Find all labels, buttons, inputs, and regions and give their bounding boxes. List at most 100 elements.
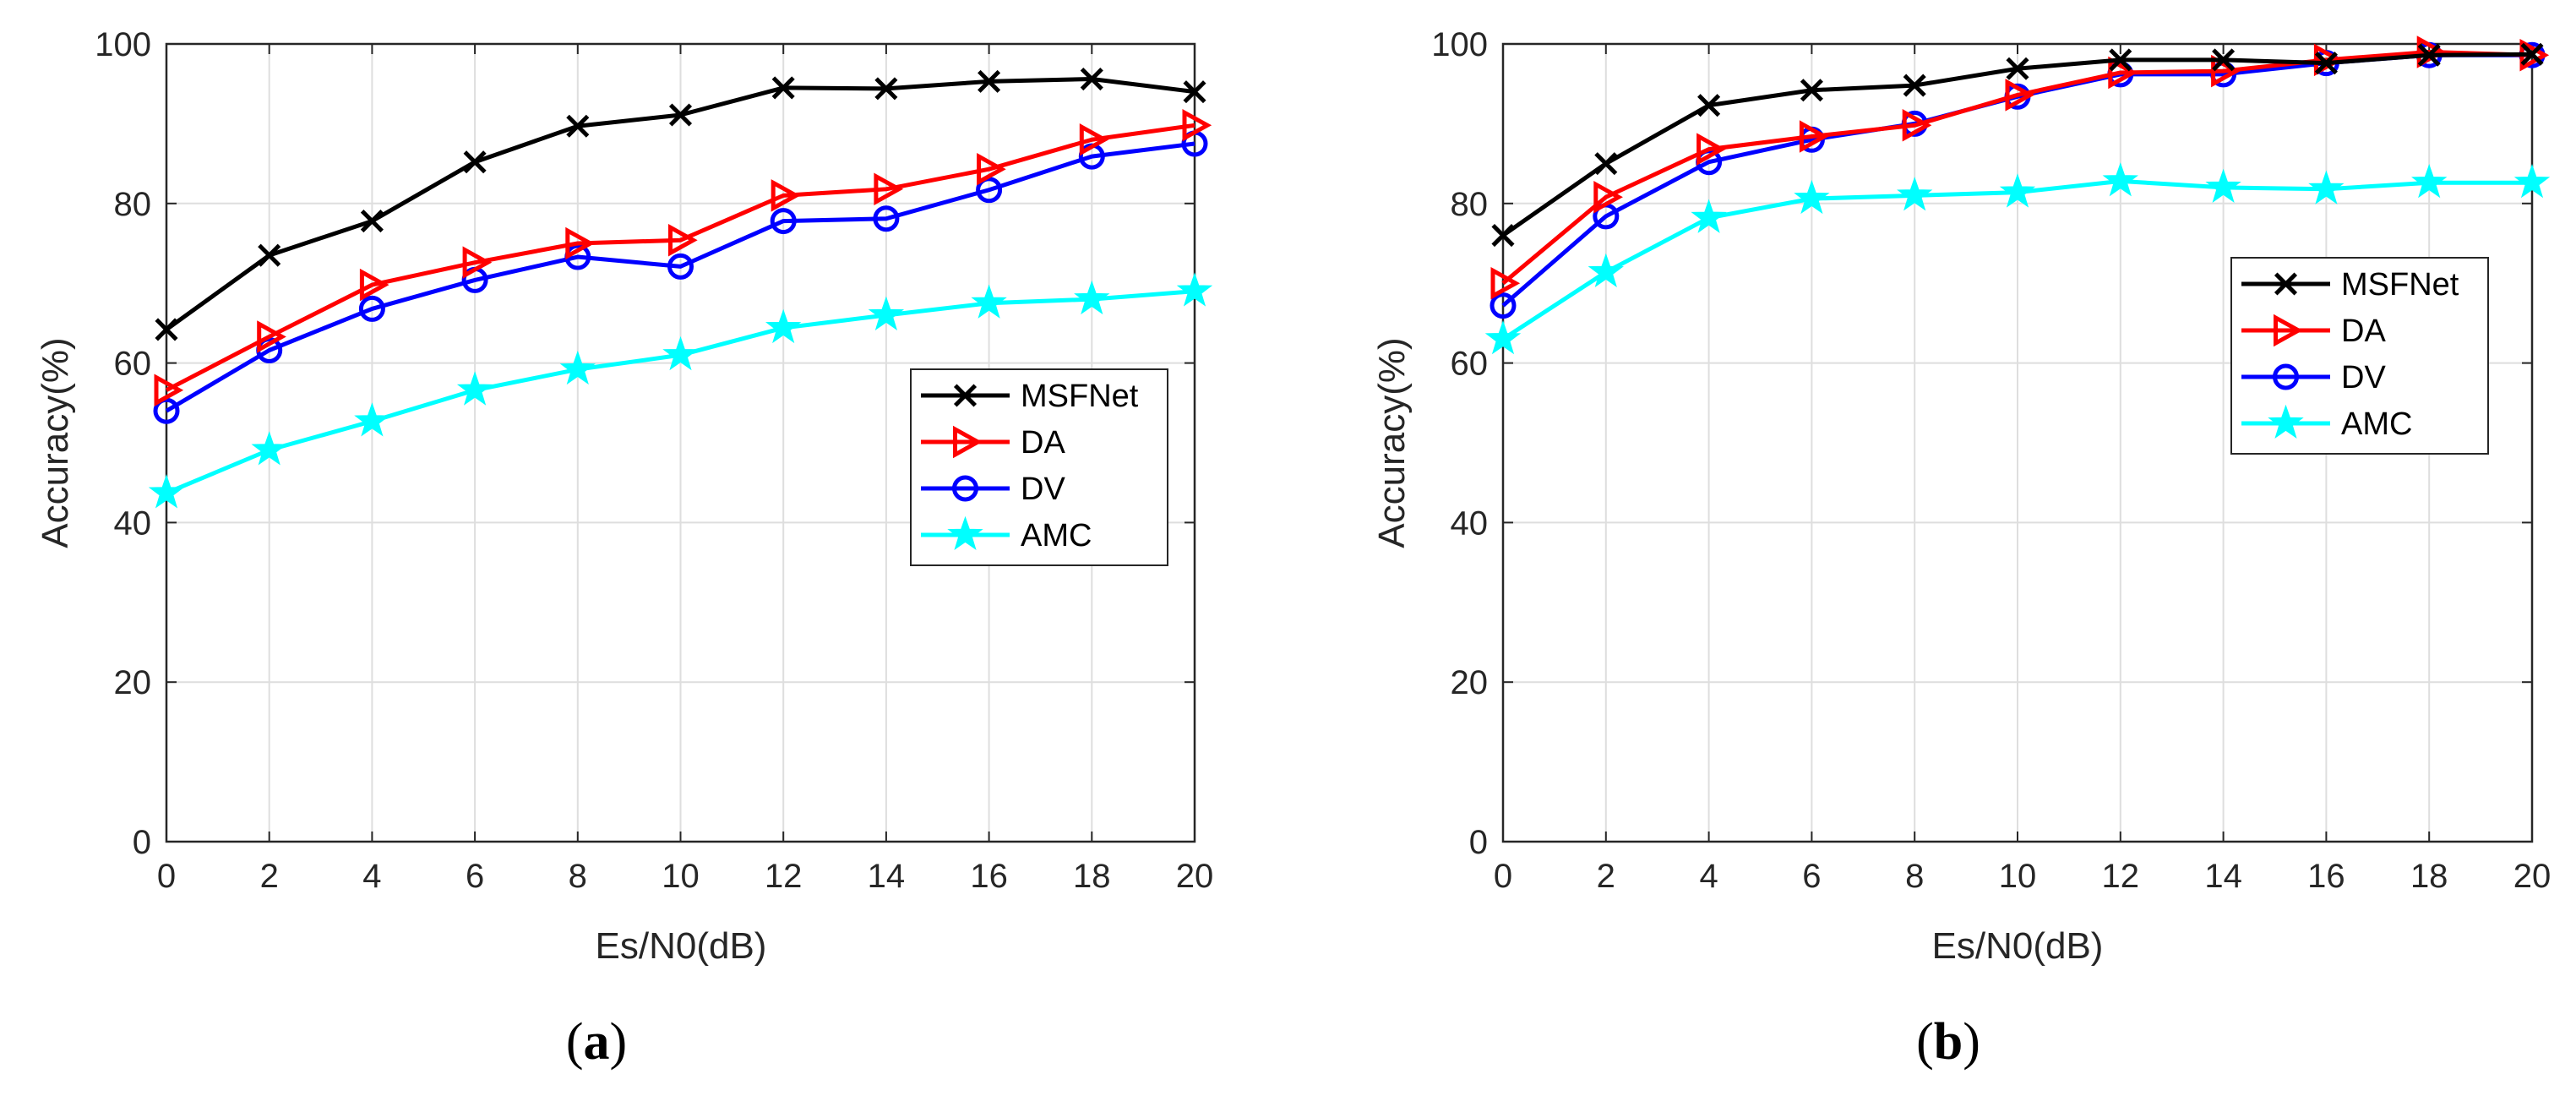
legend-marker-dv bbox=[2273, 363, 2299, 390]
data-point-amc bbox=[971, 284, 1007, 319]
chart-panel-a: 0 2 4 6 8 10 12 14 16 18 20 0 20 40 60 80 100 Es/N0(dB) Ac… bbox=[35, 26, 1213, 1071]
x-tick-label: 10 bbox=[1999, 858, 2037, 895]
axes-frame bbox=[1501, 42, 2534, 843]
legend-marker-da bbox=[2274, 314, 2303, 347]
y-tick-label: 60 bbox=[114, 346, 152, 383]
series-msfnet bbox=[155, 68, 1206, 341]
data-point-da bbox=[1799, 120, 1829, 153]
x-tick-label: 20 bbox=[2513, 858, 2551, 895]
caption-letter: a bbox=[584, 1013, 610, 1071]
x-tick-label: 4 bbox=[362, 858, 381, 895]
legend-marker-dv bbox=[952, 475, 978, 502]
series-amc bbox=[148, 272, 1213, 509]
data-point-da bbox=[668, 223, 698, 257]
caption-close: ) bbox=[1963, 1013, 1980, 1071]
x-tick-label: 20 bbox=[1176, 858, 1214, 895]
legend-label-amc: AMC bbox=[2341, 406, 2412, 442]
data-point-msfnet bbox=[258, 243, 281, 267]
data-point-dv bbox=[358, 295, 385, 322]
data-point-amc bbox=[765, 308, 802, 344]
x-tick-label: 10 bbox=[662, 858, 700, 895]
data-point-da bbox=[977, 152, 1006, 186]
data-point-da bbox=[1490, 266, 1521, 300]
axis-ticks: 0 2 4 6 8 10 12 14 16 18 20 0 20 40 60 80 100 bbox=[95, 26, 1213, 895]
y-axis-label: Accuracy(%) bbox=[1371, 337, 1413, 548]
x-tick-label: 12 bbox=[765, 858, 803, 895]
y-tick-label: 100 bbox=[95, 26, 151, 63]
data-point-dv bbox=[667, 253, 694, 280]
x-tick-label: 18 bbox=[1073, 858, 1111, 895]
y-tick-label: 80 bbox=[1451, 186, 1489, 223]
data-point-amc bbox=[1074, 280, 1110, 315]
data-point-msfnet bbox=[1697, 94, 1721, 117]
data-point-msfnet bbox=[360, 210, 384, 233]
x-tick-label: 6 bbox=[466, 858, 484, 895]
caption-close: ) bbox=[610, 1013, 628, 1071]
data-point-amc bbox=[1999, 173, 2036, 208]
x-tick-label: 4 bbox=[1699, 858, 1718, 895]
data-point-amc bbox=[354, 402, 390, 437]
x-tick-label: 18 bbox=[2410, 858, 2448, 895]
y-tick-label: 20 bbox=[1451, 664, 1489, 701]
x-tick-label: 2 bbox=[1597, 858, 1615, 895]
data-point-amc bbox=[559, 350, 596, 385]
series-amc bbox=[1484, 162, 2551, 355]
x-tick-label: 14 bbox=[2204, 858, 2242, 895]
x-tick-label: 16 bbox=[970, 858, 1008, 895]
x-tick-label: 2 bbox=[260, 858, 279, 895]
x-tick-label: 14 bbox=[868, 858, 906, 895]
data-point-da bbox=[154, 374, 184, 406]
data-point-da bbox=[257, 320, 286, 353]
data-point-da bbox=[874, 172, 904, 206]
data-point-amc bbox=[251, 431, 287, 466]
y-tick-label: 40 bbox=[1451, 504, 1489, 542]
data-point-amc bbox=[456, 371, 493, 406]
data-point-msfnet bbox=[1800, 79, 1823, 102]
legend-marker-da bbox=[953, 425, 983, 459]
data-point-msfnet bbox=[1594, 152, 1618, 176]
data-point-msfnet bbox=[566, 114, 590, 138]
legend: MSFNet DA DV AMC bbox=[2230, 257, 2489, 455]
x-tick-label: 0 bbox=[157, 858, 176, 895]
y-tick-label: 0 bbox=[133, 824, 151, 861]
data-point-amc bbox=[2411, 163, 2448, 199]
legend-label-dv: DV bbox=[1021, 472, 1065, 507]
axis-ticks: 0 2 4 6 8 10 12 14 16 18 20 0 20 40 60 80 100 bbox=[1431, 26, 2551, 895]
data-point-msfnet bbox=[771, 76, 795, 100]
data-point-dv bbox=[153, 397, 180, 424]
caption-letter: b bbox=[1934, 1013, 1963, 1071]
x-tick-label: 12 bbox=[2102, 858, 2140, 895]
caption-open: ( bbox=[566, 1013, 584, 1071]
data-point-da bbox=[771, 179, 801, 212]
data-point-msfnet bbox=[2314, 52, 2338, 75]
legend-marker-amc bbox=[2268, 404, 2304, 439]
data-point-msfnet bbox=[2109, 48, 2132, 72]
data-point-amc bbox=[148, 474, 185, 509]
y-tick-label: 100 bbox=[1431, 26, 1488, 63]
data-point-msfnet bbox=[978, 69, 1001, 93]
data-point-amc bbox=[1484, 319, 1522, 355]
data-point-msfnet bbox=[1903, 74, 1926, 97]
data-point-msfnet bbox=[1080, 68, 1103, 91]
data-point-msfnet bbox=[463, 150, 487, 174]
data-point-dv bbox=[770, 208, 797, 235]
data-point-dv bbox=[1490, 292, 1517, 319]
legend-label-msfnet: MSFNet bbox=[1021, 379, 1139, 414]
x-tick-label: 6 bbox=[1802, 858, 1821, 895]
data-point-amc bbox=[2513, 163, 2551, 199]
data-point-da bbox=[462, 246, 493, 279]
y-tick-label: 80 bbox=[114, 186, 152, 223]
y-tick-label: 20 bbox=[114, 664, 152, 701]
series-line-dv bbox=[165, 141, 1195, 413]
data-point-dv bbox=[976, 177, 1003, 204]
data-point-da bbox=[359, 268, 389, 302]
legend-label-da: DA bbox=[1021, 425, 1065, 461]
data-point-dv bbox=[873, 205, 900, 232]
y-tick-label: 40 bbox=[114, 504, 152, 542]
legend: MSFNet DA DV AMC bbox=[910, 368, 1168, 566]
data-point-da bbox=[1079, 123, 1109, 156]
data-point-msfnet bbox=[668, 103, 693, 127]
y-tick-label: 0 bbox=[1469, 824, 1488, 861]
data-point-da bbox=[1902, 109, 1932, 142]
